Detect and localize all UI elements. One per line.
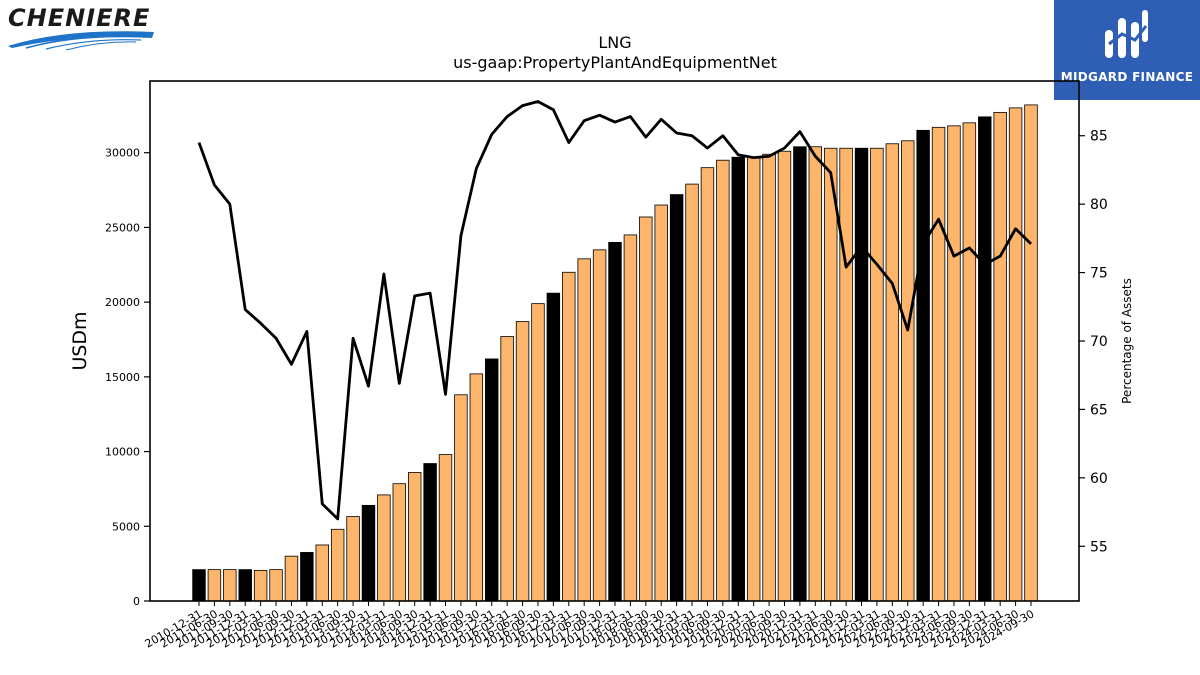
bar-2022-03-31 <box>870 147 884 602</box>
y-tick-label: 20000 <box>105 296 140 309</box>
bar-2019-03-31 <box>685 183 699 602</box>
midgard-finance-text: MIDGARD FINANCE <box>1060 70 1194 84</box>
bar-2023-12-31 <box>978 116 992 602</box>
bar-2022-12-31 <box>916 129 930 602</box>
bar-2013-12-31 <box>361 504 376 602</box>
bar-2023-09-30 <box>962 122 977 602</box>
chart-title: LNG <box>598 33 631 52</box>
bar-2021-06-30 <box>823 147 838 602</box>
y2-tick-label: 75 <box>1090 266 1108 282</box>
y2-tick-label: 60 <box>1090 471 1108 487</box>
y-tick-label: 5000 <box>112 520 140 533</box>
percentage-of-assets-line <box>197 100 1032 521</box>
bar-2018-06-30 <box>639 216 653 602</box>
bar-2015-09-30 <box>469 373 484 602</box>
bar-2011-06-30 <box>207 569 222 602</box>
y-axis-label: USDm <box>69 311 91 370</box>
midgard-emblem-icon <box>1105 10 1148 58</box>
bar-2016-09-30 <box>531 303 545 602</box>
bar-2018-12-31 <box>669 194 684 602</box>
y-tick-label: 0 <box>133 595 140 608</box>
bar-2017-09-30 <box>592 249 607 602</box>
y-tick-label: 10000 <box>105 446 140 459</box>
bars-layer <box>192 104 1038 602</box>
bar-2012-06-30 <box>269 569 283 602</box>
bar-2014-12-31 <box>423 463 437 602</box>
bar-2010-12-31 <box>192 569 206 602</box>
cheniere-logo: CHENIERE <box>6 4 156 54</box>
bar-2019-09-30 <box>716 159 730 602</box>
bar-2023-06-30 <box>947 125 961 602</box>
y2-axis-label: Percentage of Assets <box>1120 278 1134 404</box>
bar-2014-09-30 <box>407 472 422 602</box>
bar-2013-06-30 <box>330 528 345 602</box>
bar-2021-03-31 <box>808 146 823 602</box>
bar-2020-12-31 <box>793 146 807 602</box>
bar-2019-06-30 <box>700 167 715 602</box>
bar-2017-03-31 <box>562 271 576 602</box>
bar-2017-12-31 <box>608 241 622 602</box>
bar-2014-03-31 <box>377 494 391 602</box>
bar-2011-12-31 <box>238 569 252 602</box>
y2-tick-label: 70 <box>1090 334 1108 350</box>
cheniere-logo-text: CHENIERE <box>8 4 151 32</box>
bar-2021-12-31 <box>854 147 869 602</box>
bar-2022-09-30 <box>901 140 915 602</box>
bar-2018-03-31 <box>623 234 638 602</box>
bar-2012-12-31 <box>300 552 314 602</box>
bar-2020-09-30 <box>777 150 792 602</box>
y2-tick-label: 85 <box>1090 129 1108 145</box>
line-layer <box>197 100 1032 521</box>
bar-2023-03-31 <box>931 126 946 602</box>
bar-2024-09-30 <box>1024 104 1038 602</box>
bar-2024-03-31 <box>993 111 1007 602</box>
midgard-finance-logo: MIDGARD FINANCE <box>1054 0 1200 100</box>
bar-2017-06-30 <box>577 258 591 602</box>
bar-2011-09-30 <box>223 569 237 602</box>
chart-subtitle: us-gaap:PropertyPlantAndEquipmentNet <box>453 53 777 72</box>
bar-2015-12-31 <box>485 358 499 602</box>
bar-2020-06-30 <box>762 153 776 602</box>
bar-2020-03-31 <box>746 156 761 602</box>
bar-2016-12-31 <box>546 292 561 602</box>
bar-2019-12-31 <box>731 156 745 602</box>
bar-2022-06-30 <box>885 143 900 602</box>
y2-tick-label: 80 <box>1090 197 1108 213</box>
y-tick-label: 30000 <box>105 147 140 160</box>
bar-2014-06-30 <box>392 483 407 602</box>
bar-2015-06-30 <box>454 394 468 602</box>
cheniere-swoosh-icon <box>8 31 154 51</box>
bar-2012-09-30 <box>284 555 299 602</box>
y-tick-label: 25000 <box>105 221 140 234</box>
y2-tick-label: 55 <box>1090 539 1108 555</box>
bar-2018-09-30 <box>654 204 668 602</box>
bar-2016-06-30 <box>515 321 530 602</box>
bar-2021-09-30 <box>839 147 853 602</box>
bar-2013-09-30 <box>346 516 360 602</box>
bar-2012-03-31 <box>253 569 268 602</box>
bar-2024-06-30 <box>1008 107 1023 602</box>
bar-2015-03-31 <box>438 454 453 602</box>
y2-tick-label: 65 <box>1090 402 1108 418</box>
bar-2016-03-31 <box>500 336 514 602</box>
y-tick-label: 15000 <box>105 371 140 384</box>
bar-2013-03-31 <box>315 544 329 602</box>
axes-layer: 0 5000 10000 15000 20000 25000 30000 55 60 65 70 75… <box>105 80 1108 651</box>
